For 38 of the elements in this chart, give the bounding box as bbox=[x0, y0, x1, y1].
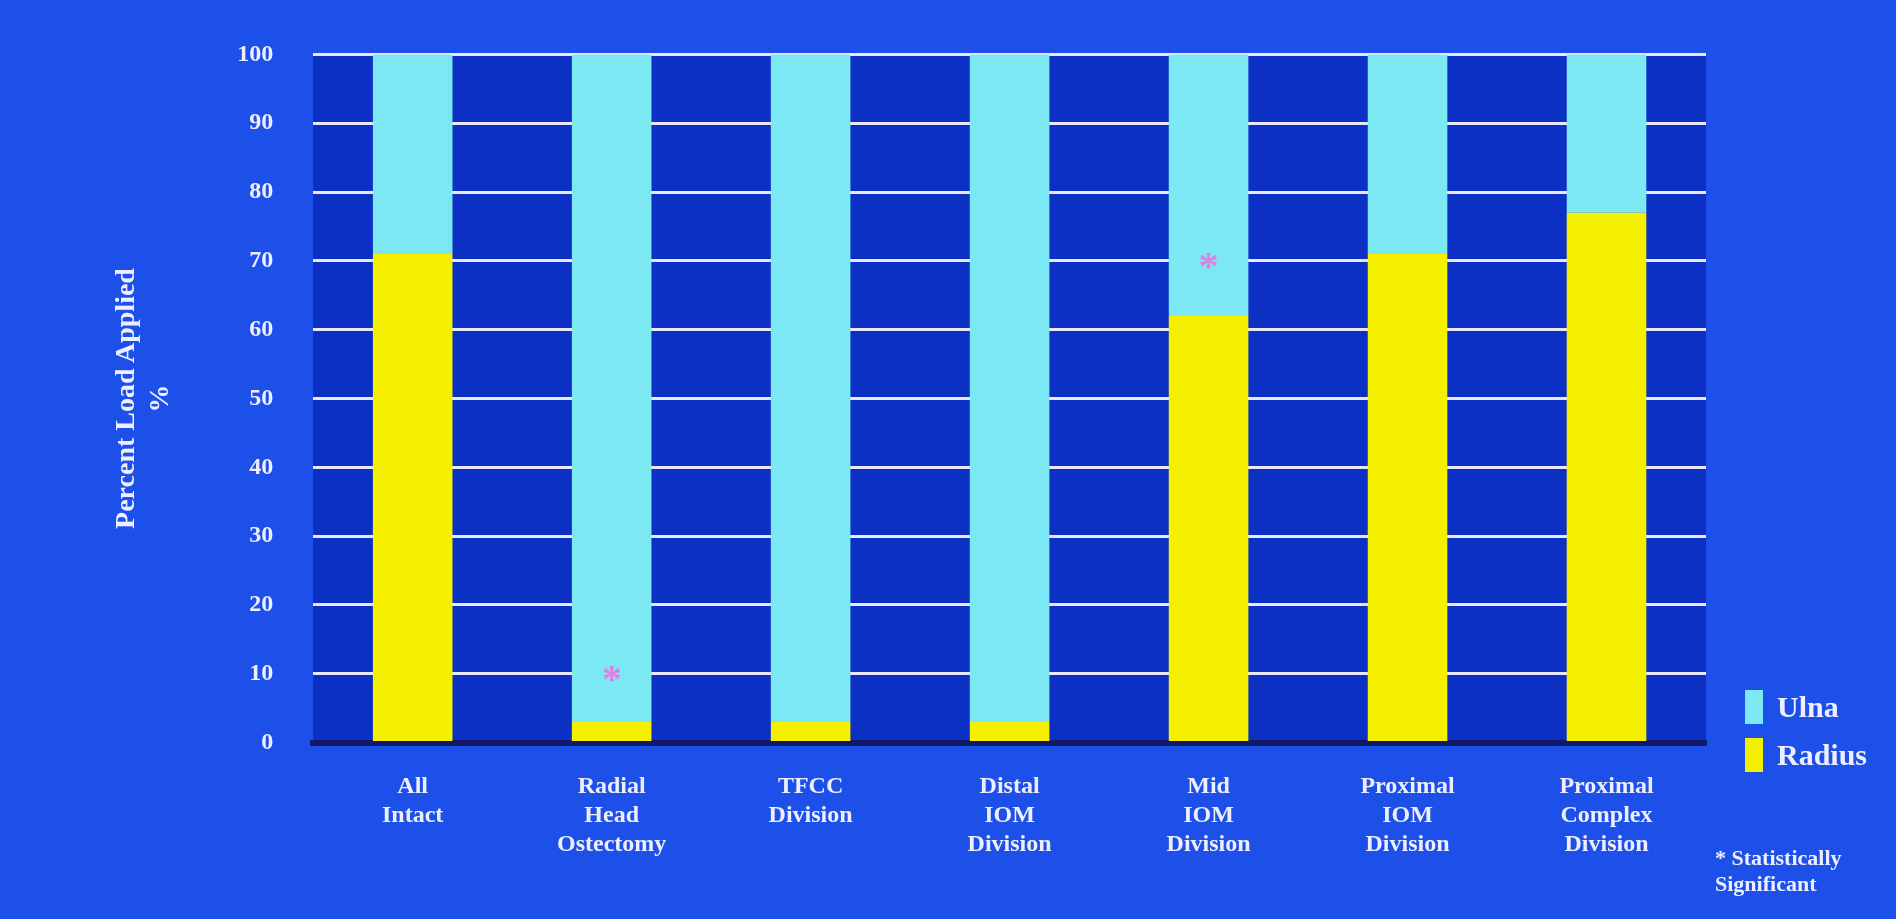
y-tick-label: 0 bbox=[261, 727, 274, 754]
x-tick-label: Proximal Complex Division bbox=[1559, 772, 1654, 856]
y-tick-label: 60 bbox=[249, 314, 274, 341]
bar bbox=[1566, 212, 1647, 742]
bar bbox=[1168, 54, 1249, 316]
legend-label: Ulna bbox=[1777, 690, 1839, 724]
bar bbox=[571, 54, 652, 722]
bar bbox=[571, 721, 652, 742]
y-tick-label: 10 bbox=[249, 658, 274, 685]
bar bbox=[1566, 54, 1647, 213]
x-tick-label: Distal IOM Division bbox=[967, 772, 1052, 856]
y-tick-label: 70 bbox=[249, 246, 274, 273]
x-tick-label: Proximal IOM Division bbox=[1360, 772, 1455, 856]
y-axis-title: Percent Load Applied % bbox=[109, 267, 174, 529]
y-tick-label: 20 bbox=[249, 590, 274, 617]
x-tick-label: Radial Head Ostectomy bbox=[557, 772, 667, 856]
y-tick-label: 40 bbox=[249, 452, 274, 479]
legend-label: Radius bbox=[1777, 738, 1868, 772]
bar bbox=[1367, 54, 1448, 254]
annotation: * bbox=[601, 656, 622, 702]
y-tick-label: 100 bbox=[237, 39, 274, 66]
text: * Statistically Significant bbox=[1715, 845, 1843, 897]
x-tick-label: All Intact bbox=[382, 772, 444, 827]
bar bbox=[969, 54, 1050, 722]
y-tick-label: 50 bbox=[249, 383, 274, 410]
y-tick-label: 30 bbox=[249, 521, 274, 548]
bar bbox=[969, 721, 1050, 742]
bar bbox=[770, 54, 851, 722]
bar bbox=[770, 721, 851, 742]
x-tick-label: Mid IOM Division bbox=[1166, 772, 1251, 856]
y-tick-label: 80 bbox=[249, 177, 274, 204]
y-tick-label: 90 bbox=[249, 108, 274, 135]
x-tick-label: TFCC Division bbox=[768, 772, 853, 827]
bar bbox=[372, 54, 453, 254]
annotation: * bbox=[1198, 243, 1219, 289]
bar bbox=[1367, 253, 1448, 742]
bar bbox=[372, 253, 453, 742]
bar bbox=[1168, 315, 1249, 742]
